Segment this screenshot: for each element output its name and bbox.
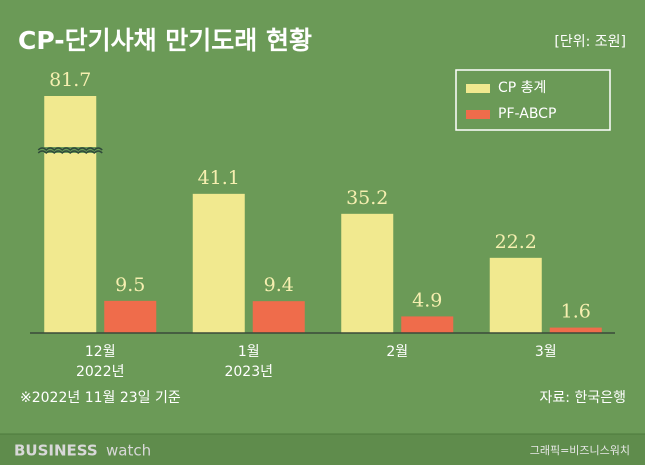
x-tick-label: 12월 [85,344,116,360]
axis-break [37,150,103,155]
bar [104,300,157,333]
legend-swatch [466,110,490,119]
x-tick-label: 1월 [238,344,260,360]
value-label: 81.7 [49,69,91,91]
value-label: 35.2 [346,187,388,209]
legend-swatch [466,84,490,93]
bar [252,301,305,333]
value-label: 9.5 [115,274,145,296]
bar [401,316,454,333]
bar [192,193,245,333]
value-label: 9.4 [264,274,294,296]
credit: 그래픽=비즈니스워치 [530,444,630,457]
chart-title: CP-단기사채 만기도래 현황 [18,26,312,55]
x-tick-label: 2023년 [224,364,273,380]
bar [341,213,394,333]
legend-box [455,69,611,131]
footer-band [0,434,645,465]
bar [489,257,542,333]
x-tick-label: 2022년 [76,364,125,380]
value-label: 22.2 [495,231,537,253]
value-label: 4.9 [412,289,442,311]
logo-light: watch [106,442,151,460]
bar [44,96,97,333]
x-tick-label: 2월 [386,344,408,360]
value-label: 1.6 [561,301,591,323]
x-tick-label: 3월 [535,344,557,360]
bar [549,327,602,333]
axis-break [37,147,103,152]
note: ※2022년 11월 23일 기준 [20,390,181,406]
logo-bold: BUSINESS [14,442,98,460]
legend-label: CP 총계 [498,80,546,96]
value-label: 41.1 [198,167,240,189]
source: 자료: 한국은행 [540,390,626,406]
legend-label: PF-ABCP [498,106,556,122]
unit-label: [단위: 조원] [554,34,626,50]
